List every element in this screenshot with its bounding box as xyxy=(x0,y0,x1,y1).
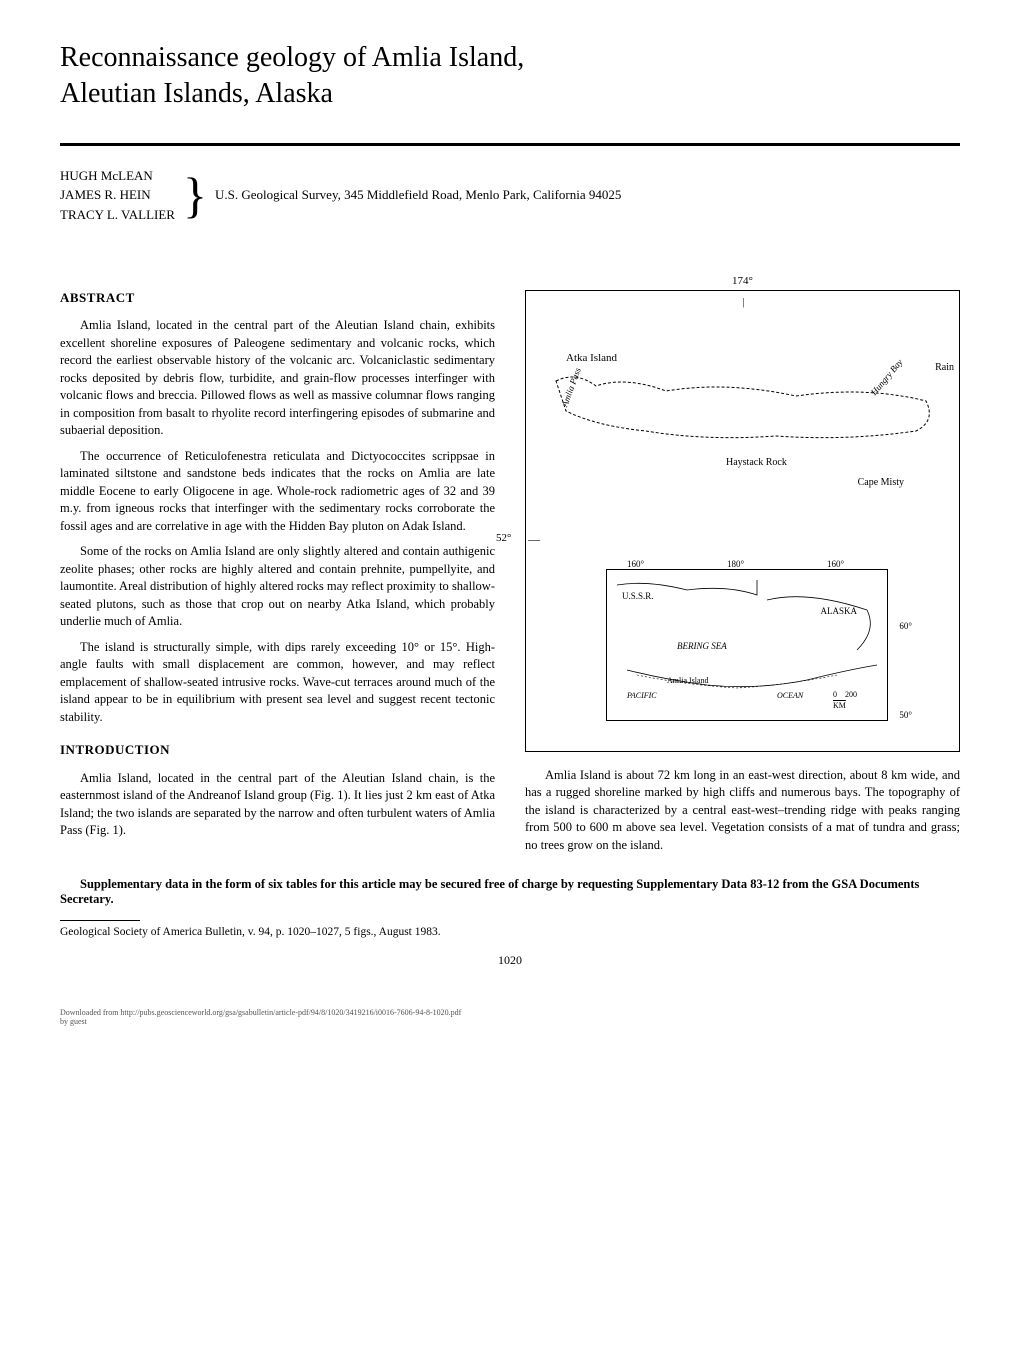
figure-1-map: | Atka Island Amlia Pass Haystack Rock C… xyxy=(525,290,960,752)
footnote-rule xyxy=(60,920,140,921)
article-title: Reconnaissance geology of Amlia Island, … xyxy=(60,40,960,113)
authors-block: HUGH McLEAN JAMES R. HEIN TRACY L. VALLI… xyxy=(60,166,960,225)
lat-52-label: 52° xyxy=(496,531,511,546)
left-column: ABSTRACT Amlia Island, located in the ce… xyxy=(60,274,495,862)
download-url: Downloaded from http://pubs.geosciencewo… xyxy=(60,1008,960,1017)
inset-lon-180: 180° xyxy=(727,558,744,571)
intro-p2: Amlia Island is about 72 km long in an e… xyxy=(525,767,960,855)
abstract-p2: The occurrence of Reticulofenestra retic… xyxy=(60,448,495,536)
supplementary-note: Supplementary data in the form of six ta… xyxy=(60,877,960,907)
inset-lat-50: 50° xyxy=(899,709,912,722)
author-3: TRACY L. VALLIER xyxy=(60,205,175,225)
two-column-layout: ABSTRACT Amlia Island, located in the ce… xyxy=(60,274,960,862)
inset-location-map: 160° 180° 160° 60° 50° U.S.S.R. ALASKA B… xyxy=(606,569,888,721)
lat-tick-icon: — xyxy=(528,531,540,548)
lon-tick-icon: | xyxy=(743,296,745,310)
affiliation: U.S. Geological Survey, 345 Middlefield … xyxy=(215,187,621,203)
download-footer: Downloaded from http://pubs.geosciencewo… xyxy=(60,1008,960,1026)
inset-coastline-icon xyxy=(607,570,887,720)
authors-list: HUGH McLEAN JAMES R. HEIN TRACY L. VALLI… xyxy=(60,166,175,225)
author-1: HUGH McLEAN xyxy=(60,166,175,186)
inset-lon-160e: 160° xyxy=(827,558,844,571)
map-outline-icon xyxy=(546,351,946,501)
title-divider xyxy=(60,143,960,146)
introduction-heading: INTRODUCTION xyxy=(60,741,495,759)
page-number: 1020 xyxy=(60,953,960,968)
intro-p1: Amlia Island, located in the central par… xyxy=(60,770,495,840)
title-line-1: Reconnaissance geology of Amlia Island, xyxy=(60,42,524,73)
author-2: JAMES R. HEIN xyxy=(60,185,175,205)
download-by: by guest xyxy=(60,1017,960,1026)
abstract-p3: Some of the rocks on Amlia Island are on… xyxy=(60,543,495,631)
inset-lat-60: 60° xyxy=(899,620,912,633)
right-column: 174° | Atka Island Amlia Pass Haystack R… xyxy=(525,274,960,862)
inset-lon-160w: 160° xyxy=(627,558,644,571)
abstract-p1: Amlia Island, located in the central par… xyxy=(60,317,495,440)
figure-1-top-longitude: 174° xyxy=(525,274,960,289)
citation-line: Geological Society of America Bulletin, … xyxy=(60,926,960,938)
author-bracket: } xyxy=(183,166,207,224)
abstract-p4: The island is structurally simple, with … xyxy=(60,639,495,727)
title-line-2: Aleutian Islands, Alaska xyxy=(60,78,333,109)
abstract-heading: ABSTRACT xyxy=(60,289,495,307)
